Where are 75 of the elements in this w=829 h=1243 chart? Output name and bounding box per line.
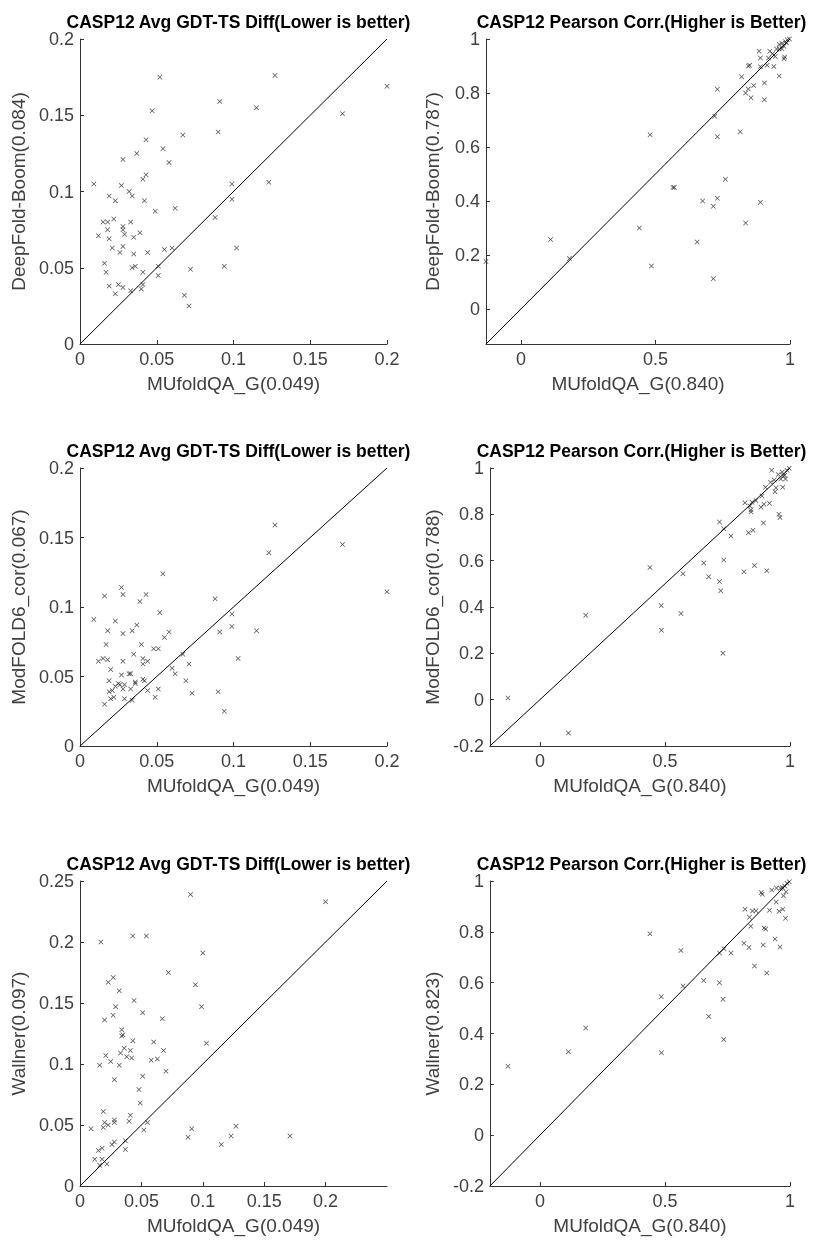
x-tick-label: 0.5 xyxy=(652,1191,678,1211)
y-tick-label: 0.1 xyxy=(48,1054,74,1074)
x-tick-label: 0.05 xyxy=(123,1191,159,1211)
y-tick-label: 0.2 xyxy=(48,932,74,952)
x-tick-label: 1 xyxy=(784,349,796,369)
y-tick-label: 0.2 xyxy=(48,458,74,478)
x-tick-label: 0 xyxy=(515,349,526,369)
y-tick-label: 0.2 xyxy=(454,244,480,265)
y-axis-title: ModFOLD6_cor(0.788) xyxy=(422,509,444,705)
y-tick-label: 0.4 xyxy=(458,1023,484,1044)
y-tick-label: 0.05 xyxy=(38,257,74,278)
y-tick-label: 0.2 xyxy=(48,29,74,49)
y-tick-label: 0 xyxy=(63,1176,74,1196)
x-tick-label: 0.15 xyxy=(292,349,328,369)
x-tick-label: 0 xyxy=(534,751,545,771)
x-tick-label: 0.05 xyxy=(139,349,175,369)
chart-title: CASP12 Avg GDT-TS Diff(Lower is better) xyxy=(66,854,411,874)
y-axis-title: DeepFold-Boom(0.084) xyxy=(8,92,30,291)
y-tick-label: 0.6 xyxy=(458,550,484,571)
y-tick-label: 0 xyxy=(63,736,74,756)
x-tick-label: 0.1 xyxy=(220,751,247,771)
x-tick-label: 0.5 xyxy=(652,751,678,771)
y-tick-label: 1 xyxy=(469,29,480,49)
y-tick-label: 0.15 xyxy=(38,993,74,1013)
y-tick-label: 0.8 xyxy=(454,82,480,103)
y-tick-label: 0.2 xyxy=(458,643,484,664)
y-tick-label: 1 xyxy=(473,871,484,891)
y-tick-label: 0.1 xyxy=(48,597,74,617)
y-tick-label: 0.15 xyxy=(38,527,74,548)
chart-title: CASP12 Avg GDT-TS Diff(Lower is better) xyxy=(66,441,411,461)
y-tick-label: -0.2 xyxy=(452,1176,484,1196)
y-axis-title: Wallner(0.097) xyxy=(8,971,30,1096)
y-axis-title: DeepFold-Boom(0.787) xyxy=(422,92,443,291)
y-axis-title: ModFOLD6_cor(0.067) xyxy=(8,509,31,705)
x-axis-title: MUfoldQA_G(0.049) xyxy=(146,373,321,395)
y-tick-label: 0.2 xyxy=(458,1074,484,1095)
y-tick-label: 0.1 xyxy=(48,181,74,202)
y-tick-label: 0 xyxy=(63,334,74,354)
y-tick-label: 0.8 xyxy=(458,504,484,525)
y-tick-label: 0 xyxy=(469,298,480,319)
x-axis-title: MUfoldQA_G(0.840) xyxy=(553,775,727,797)
y-tick-label: 0.6 xyxy=(454,136,480,157)
x-tick-label: 1 xyxy=(784,1191,796,1211)
y-tick-label: 0.05 xyxy=(38,1115,74,1135)
y-tick-label: 0.4 xyxy=(458,597,484,617)
y-tick-label: 0.25 xyxy=(38,871,74,891)
x-tick-label: 0.15 xyxy=(246,1191,282,1211)
y-axis-title: Wallner(0.823) xyxy=(422,971,443,1096)
y-tick-label: 0.8 xyxy=(458,921,484,942)
y-tick-label: 0.4 xyxy=(454,190,480,211)
x-tick-label: 0.2 xyxy=(374,751,400,771)
y-tick-label: 1 xyxy=(473,458,484,478)
x-tick-label: 0.15 xyxy=(292,751,328,771)
x-tick-label: 0.1 xyxy=(190,1191,216,1211)
x-tick-label: 0.2 xyxy=(374,349,400,369)
y-tick-label: -0.2 xyxy=(452,736,484,756)
y-tick-label: 0.05 xyxy=(38,666,74,687)
y-tick-label: 0 xyxy=(473,689,484,710)
chart-title: CASP12 Pearson Corr.(Higher is Better) xyxy=(476,854,807,874)
chart-title: CASP12 Avg GDT-TS Diff(Lower is better) xyxy=(66,12,411,32)
x-tick-label: 0.1 xyxy=(220,349,247,369)
y-tick-label: 0 xyxy=(473,1125,484,1146)
x-tick-label: 0 xyxy=(534,1191,545,1211)
x-axis-title: MUfoldQA_G(0.840) xyxy=(553,1215,727,1237)
x-tick-label: 0.05 xyxy=(139,751,175,771)
chart-title: CASP12 Pearson Corr.(Higher is Better) xyxy=(476,441,807,461)
x-axis-title: MUfoldQA_G(0.049) xyxy=(146,775,321,797)
x-axis-title: MUfoldQA_G(0.840) xyxy=(551,373,725,395)
y-tick-label: 0.6 xyxy=(458,972,484,993)
y-tick-label: 0.15 xyxy=(38,105,74,126)
x-axis-title: MUfoldQA_G(0.049) xyxy=(146,1215,321,1237)
chart-title: CASP12 Pearson Corr.(Higher is Better) xyxy=(476,12,807,32)
x-tick-label: 0.5 xyxy=(642,349,668,369)
x-tick-label: 1 xyxy=(784,751,796,771)
x-tick-label: 0.2 xyxy=(313,1191,339,1211)
